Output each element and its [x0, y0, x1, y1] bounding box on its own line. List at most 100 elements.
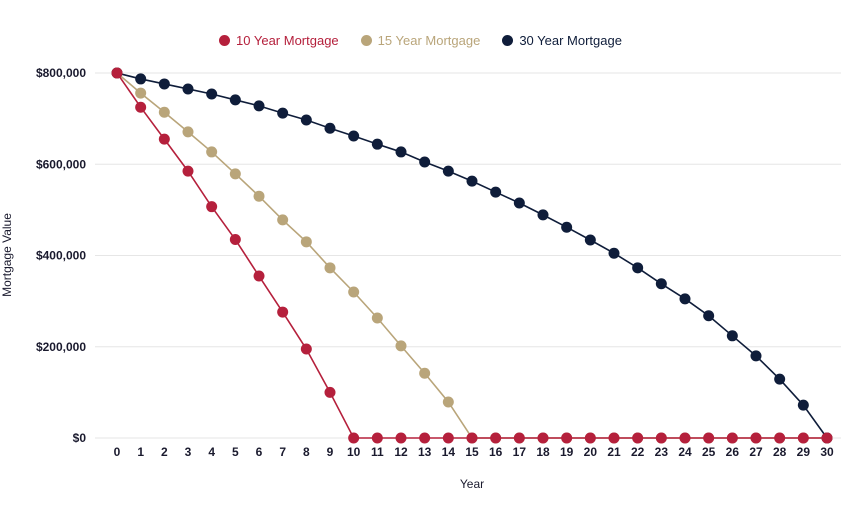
x-tick-label: 0 — [114, 445, 121, 459]
data-point — [419, 156, 431, 168]
data-point — [797, 399, 809, 411]
x-tick-label: 26 — [726, 445, 740, 459]
y-tick-label: $200,000 — [36, 340, 86, 354]
legend-marker-icon — [219, 35, 231, 46]
data-point — [513, 197, 525, 209]
data-point — [253, 190, 265, 202]
data-point — [371, 312, 383, 324]
data-point — [513, 432, 525, 444]
data-point — [821, 432, 833, 444]
y-tick-label: $0 — [73, 431, 87, 445]
data-point — [348, 432, 360, 444]
x-tick-label: 11 — [371, 445, 384, 459]
legend-item-3[interactable]: 30 Year Mortgage — [502, 33, 622, 48]
data-point — [371, 138, 383, 150]
data-point — [277, 214, 289, 226]
x-tick-label: 30 — [820, 445, 834, 459]
y-axis-label: Mortgage Value — [0, 213, 14, 297]
x-tick-label: 2 — [161, 445, 168, 459]
legend-marker-icon — [502, 35, 514, 46]
x-axis-label: Year — [460, 477, 484, 491]
data-point — [182, 126, 194, 138]
x-tick-label: 10 — [347, 445, 361, 459]
x-tick-label: 8 — [303, 445, 310, 459]
legend-item-2[interactable]: 15 Year Mortgage — [360, 33, 480, 48]
data-point — [750, 350, 762, 362]
data-point — [206, 201, 218, 213]
x-tick-label: 9 — [327, 445, 334, 459]
x-tick-label: 5 — [232, 445, 239, 459]
data-point — [490, 432, 502, 444]
legend-label: 30 Year Mortgage — [519, 33, 622, 48]
data-point — [135, 101, 147, 113]
data-point — [537, 209, 549, 221]
x-tick-label: 7 — [279, 445, 286, 459]
data-point — [277, 107, 289, 119]
data-point — [324, 122, 336, 134]
x-tick-label: 16 — [489, 445, 503, 459]
data-point — [774, 432, 786, 444]
data-point — [584, 234, 596, 246]
data-point — [561, 432, 573, 444]
x-tick-label: 13 — [418, 445, 432, 459]
data-point — [632, 262, 644, 274]
data-point — [632, 432, 644, 444]
x-tick-label: 12 — [394, 445, 408, 459]
legend: 10 Year Mortgage 15 Year Mortgage 30 Year … — [0, 33, 841, 48]
data-point — [584, 432, 596, 444]
y-tick-label: $400,000 — [36, 249, 86, 263]
data-point — [158, 78, 170, 90]
data-point — [466, 175, 478, 187]
x-tick-label: 29 — [797, 445, 811, 459]
data-point — [703, 432, 715, 444]
data-point — [655, 278, 667, 290]
x-tick-label: 28 — [773, 445, 787, 459]
legend-label: 10 Year Mortgage — [236, 33, 339, 48]
data-point — [135, 73, 147, 85]
data-point — [703, 310, 715, 322]
data-point — [229, 94, 241, 106]
data-point — [277, 306, 289, 318]
data-point — [561, 221, 573, 233]
data-point — [490, 186, 502, 198]
data-point — [371, 432, 383, 444]
data-point — [442, 396, 454, 408]
data-point — [774, 373, 786, 385]
x-tick-label: 20 — [584, 445, 598, 459]
data-point — [679, 432, 691, 444]
legend-item-1[interactable]: 10 Year Mortgage — [219, 33, 339, 48]
data-point — [442, 165, 454, 177]
data-point — [229, 234, 241, 246]
data-point — [442, 432, 454, 444]
data-point — [419, 367, 431, 379]
x-tick-label: 18 — [536, 445, 550, 459]
data-point — [466, 432, 478, 444]
x-tick-label: 1 — [137, 445, 144, 459]
data-point — [206, 146, 218, 158]
data-point — [324, 386, 336, 398]
data-point — [300, 236, 312, 248]
data-point — [111, 67, 123, 79]
data-point — [537, 432, 549, 444]
data-point — [395, 432, 407, 444]
x-tick-label: 4 — [208, 445, 215, 459]
series-1 — [111, 67, 833, 444]
x-tick-label: 19 — [560, 445, 574, 459]
data-point — [229, 168, 241, 180]
x-tick-label: 25 — [702, 445, 716, 459]
x-tick-label: 27 — [749, 445, 763, 459]
data-point — [348, 286, 360, 298]
data-point — [182, 83, 194, 95]
data-point — [253, 270, 265, 282]
data-point — [750, 432, 762, 444]
data-point — [182, 165, 194, 177]
x-tick-label: 23 — [655, 445, 669, 459]
data-point — [608, 432, 620, 444]
data-point — [395, 340, 407, 352]
data-point — [253, 100, 265, 112]
x-tick-label: 6 — [256, 445, 263, 459]
data-point — [797, 432, 809, 444]
data-point — [726, 330, 738, 342]
x-tick-label: 3 — [185, 445, 192, 459]
data-point — [158, 106, 170, 118]
